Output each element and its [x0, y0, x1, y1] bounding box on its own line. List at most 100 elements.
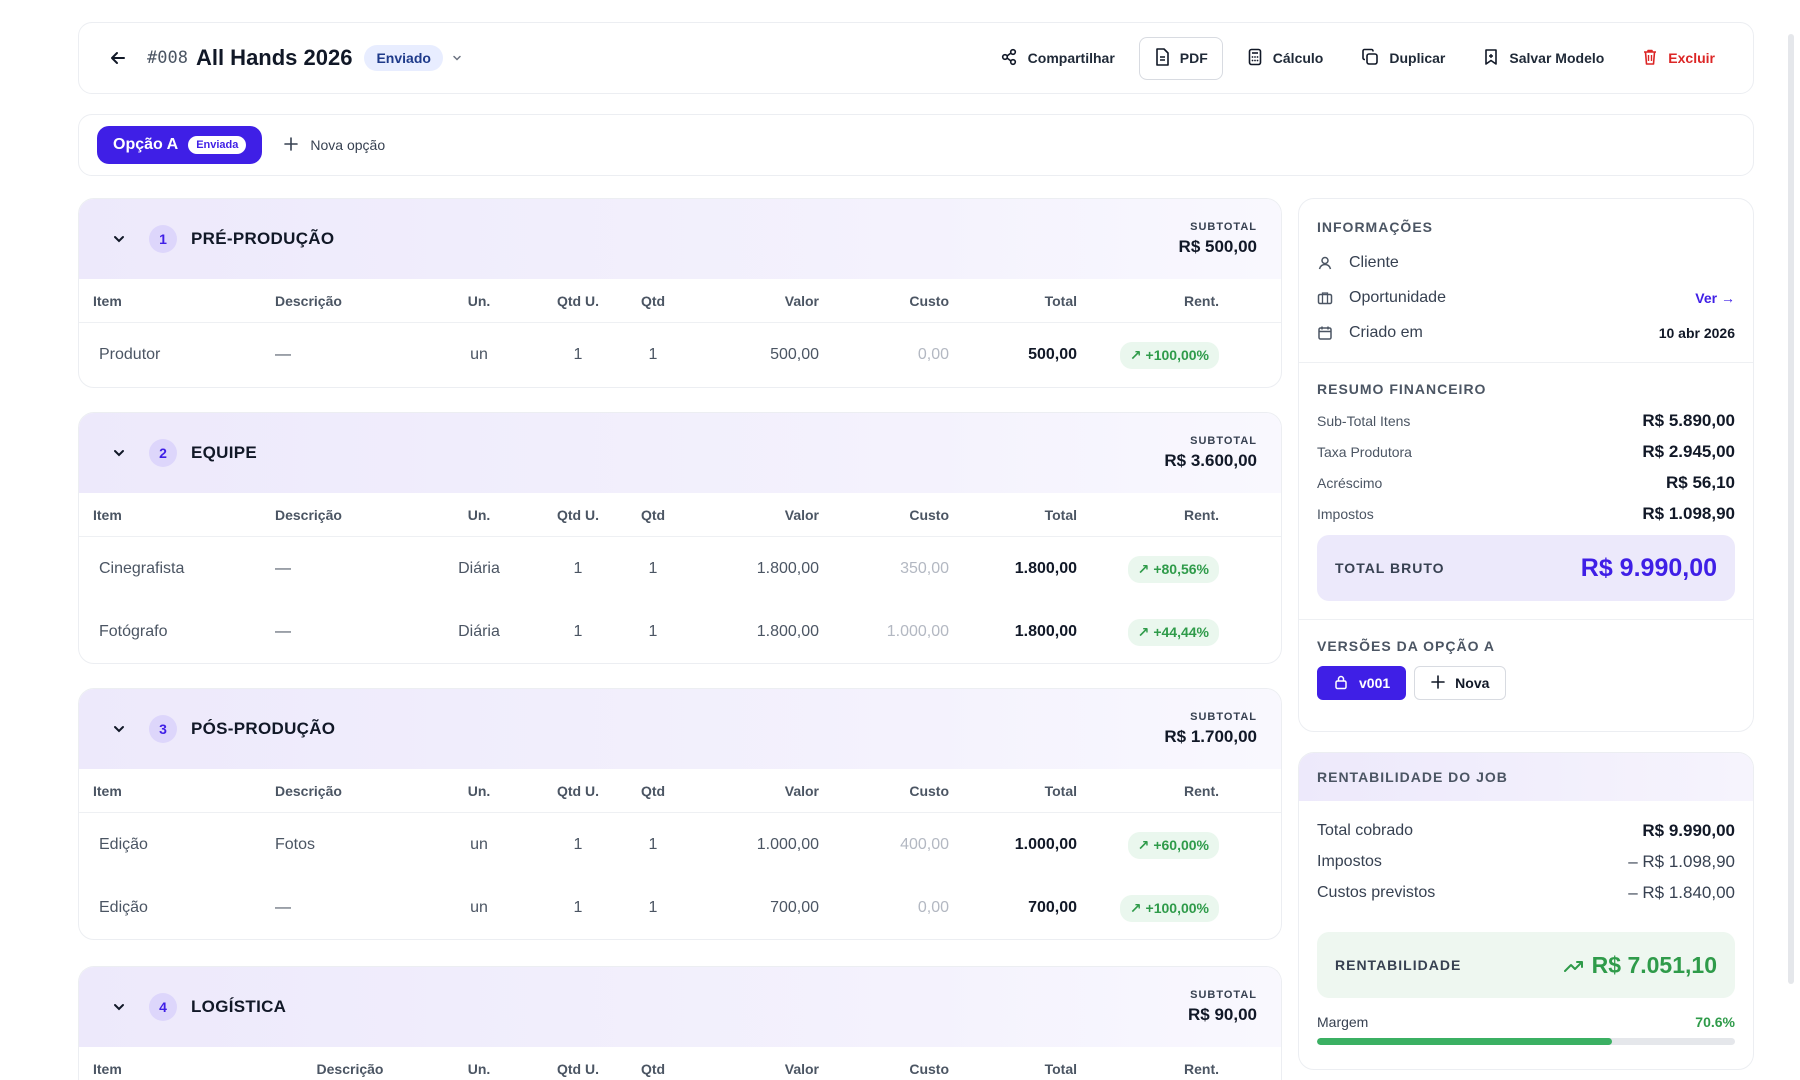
cell-custo[interactable]: 350,00 [900, 560, 949, 577]
cell-qtd-u[interactable]: 1 [573, 899, 583, 916]
col-desc: Descrição [275, 292, 342, 309]
col-qtd-u: Qtd U. [557, 506, 599, 523]
pdf-button[interactable]: PDF [1138, 36, 1223, 80]
subtotal-label: SUBTOTAL [1190, 221, 1257, 233]
collapse-chevron-icon[interactable] [107, 441, 131, 465]
table-row[interactable]: Produtor — un 1 1 500,00 0,00 500,00 ↗ +1… [79, 323, 1281, 387]
fin-label: Impostos [1317, 505, 1374, 522]
cell-un[interactable]: Diária [458, 560, 500, 577]
col-qtd-u: Qtd U. [557, 782, 599, 799]
status-badge[interactable]: Enviado [364, 45, 443, 71]
calc-button[interactable]: Cálculo [1233, 38, 1338, 79]
created-value: 10 abr 2026 [1658, 324, 1735, 341]
col-custo: Custo [909, 292, 949, 309]
cell-qtd[interactable]: 1 [648, 560, 658, 577]
rent-value: +100,00% [1145, 347, 1209, 363]
col-total: Total [1044, 506, 1077, 523]
cell-qtd-u[interactable]: 1 [573, 560, 583, 577]
section-header: 4 LOGÍSTICA SUBTOTAL R$ 90,00 [79, 967, 1281, 1047]
cell-qtd-u[interactable]: 1 [573, 346, 583, 363]
cell-valor[interactable]: 500,00 [770, 346, 819, 363]
opportunity-link[interactable]: Ver → [1695, 289, 1735, 306]
cell-un[interactable]: un [470, 836, 488, 853]
cell-qtd[interactable]: 1 [648, 836, 658, 853]
col-qtd-u: Qtd U. [557, 292, 599, 309]
new-option-button[interactable]: Nova opção [284, 136, 385, 154]
new-version-button[interactable]: Nova [1414, 666, 1507, 700]
cell-total: 700,00 [1028, 899, 1077, 916]
table-row[interactable]: Edição Fotos un 1 1 1.000,00 400,00 1.00… [79, 813, 1281, 877]
trend-up-icon: ↗ [1137, 623, 1150, 640]
table-row[interactable]: Edição — un 1 1 700,00 0,00 700,00 ↗ +100… [79, 877, 1281, 939]
cell-valor[interactable]: 1.800,00 [756, 560, 819, 577]
calculator-icon [1247, 48, 1263, 69]
section-header: 1 PRÉ-PRODUÇÃO SUBTOTAL R$ 500,00 [79, 199, 1281, 279]
subtotal-value: R$ 500,00 [1178, 237, 1257, 256]
cell-item[interactable]: Edição [99, 899, 148, 916]
cell-item[interactable]: Cinegrafista [99, 560, 185, 577]
cell-qtd[interactable]: 1 [648, 899, 658, 916]
cell-desc[interactable]: — [275, 560, 291, 577]
scrollbar[interactable] [1788, 34, 1794, 984]
cell-item[interactable]: Edição [99, 836, 148, 853]
duplicate-button[interactable]: Duplicar [1347, 38, 1459, 79]
section-number: 1 [149, 225, 177, 253]
client-row[interactable]: Cliente [1317, 245, 1735, 280]
options-bar: Opção A Enviada Nova opção [78, 114, 1754, 176]
status-chevron-down-icon[interactable] [451, 52, 463, 64]
section-number: 2 [149, 439, 177, 467]
page-title: All Hands 2026 [195, 45, 353, 70]
cell-qtd-u[interactable]: 1 [573, 836, 583, 853]
duplicate-label: Duplicar [1389, 50, 1446, 66]
table-header: Item Descrição Un. Qtd U. Qtd Valor Cust… [79, 493, 1281, 537]
cell-rent: ↗ +100,00% [1077, 894, 1219, 922]
delete-button[interactable]: Excluir [1628, 38, 1729, 79]
cell-item[interactable]: Fotógrafo [99, 623, 168, 640]
cell-qtd[interactable]: 1 [648, 346, 658, 363]
fin-value: R$ 56,10 [1666, 472, 1735, 492]
cell-desc[interactable]: Fotos [275, 836, 316, 853]
version-v001-button[interactable]: v001 [1317, 666, 1407, 700]
share-button[interactable]: Compartilhar [986, 38, 1129, 79]
cell-custo[interactable]: 400,00 [900, 836, 949, 853]
top-header: #008 All Hands 2026 Enviado Compartilhar… [78, 22, 1754, 94]
col-qtd: Qtd [640, 782, 666, 799]
option-a-tab[interactable]: Opção A Enviada [97, 126, 263, 164]
cell-custo[interactable]: 1.000,00 [886, 623, 949, 640]
collapse-chevron-icon[interactable] [107, 227, 131, 251]
collapse-chevron-icon[interactable] [107, 995, 131, 1019]
cell-qtd-u[interactable]: 1 [573, 623, 583, 640]
job-row-value: – R$ 1.098,90 [1628, 851, 1735, 871]
fin-label: Sub-Total Itens [1317, 412, 1411, 429]
cell-total: 1.000,00 [1014, 836, 1077, 853]
cell-valor[interactable]: 700,00 [770, 899, 819, 916]
rent-badge: ↗ +44,44% [1127, 618, 1219, 646]
cell-un[interactable]: un [470, 346, 488, 363]
version-label: v001 [1359, 675, 1391, 691]
cell-desc[interactable]: — [275, 346, 291, 363]
cell-custo[interactable]: 0,00 [917, 346, 949, 363]
cell-un[interactable]: Diária [458, 623, 500, 640]
col-item: Item [93, 506, 122, 523]
job-row-value: – R$ 1.840,00 [1628, 882, 1735, 902]
job-row-label: Total cobrado [1317, 821, 1414, 839]
cell-item[interactable]: Produtor [99, 346, 161, 363]
rent-value: +60,00% [1153, 837, 1209, 853]
cell-custo[interactable]: 0,00 [917, 899, 949, 916]
margin-row: Margem 70.6% [1317, 1014, 1735, 1030]
cell-desc[interactable]: — [275, 623, 291, 640]
cell-un[interactable]: un [470, 899, 488, 916]
col-desc: Descrição [316, 1060, 384, 1077]
col-desc: Descrição [275, 782, 342, 799]
table-row[interactable]: Cinegrafista — Diária 1 1 1.800,00 350,0… [79, 537, 1281, 601]
collapse-chevron-icon[interactable] [107, 717, 131, 741]
cell-valor[interactable]: 1.000,00 [756, 836, 819, 853]
save-template-button[interactable]: Salvar Modelo [1469, 38, 1618, 79]
trend-up-icon: ↗ [1129, 346, 1142, 363]
cell-desc[interactable]: — [275, 899, 291, 916]
back-arrow-icon[interactable] [103, 43, 133, 73]
cell-valor[interactable]: 1.800,00 [756, 623, 819, 640]
cell-qtd[interactable]: 1 [648, 623, 658, 640]
table-row[interactable]: Fotógrafo — Diária 1 1 1.800,00 1.000,00… [79, 601, 1281, 663]
